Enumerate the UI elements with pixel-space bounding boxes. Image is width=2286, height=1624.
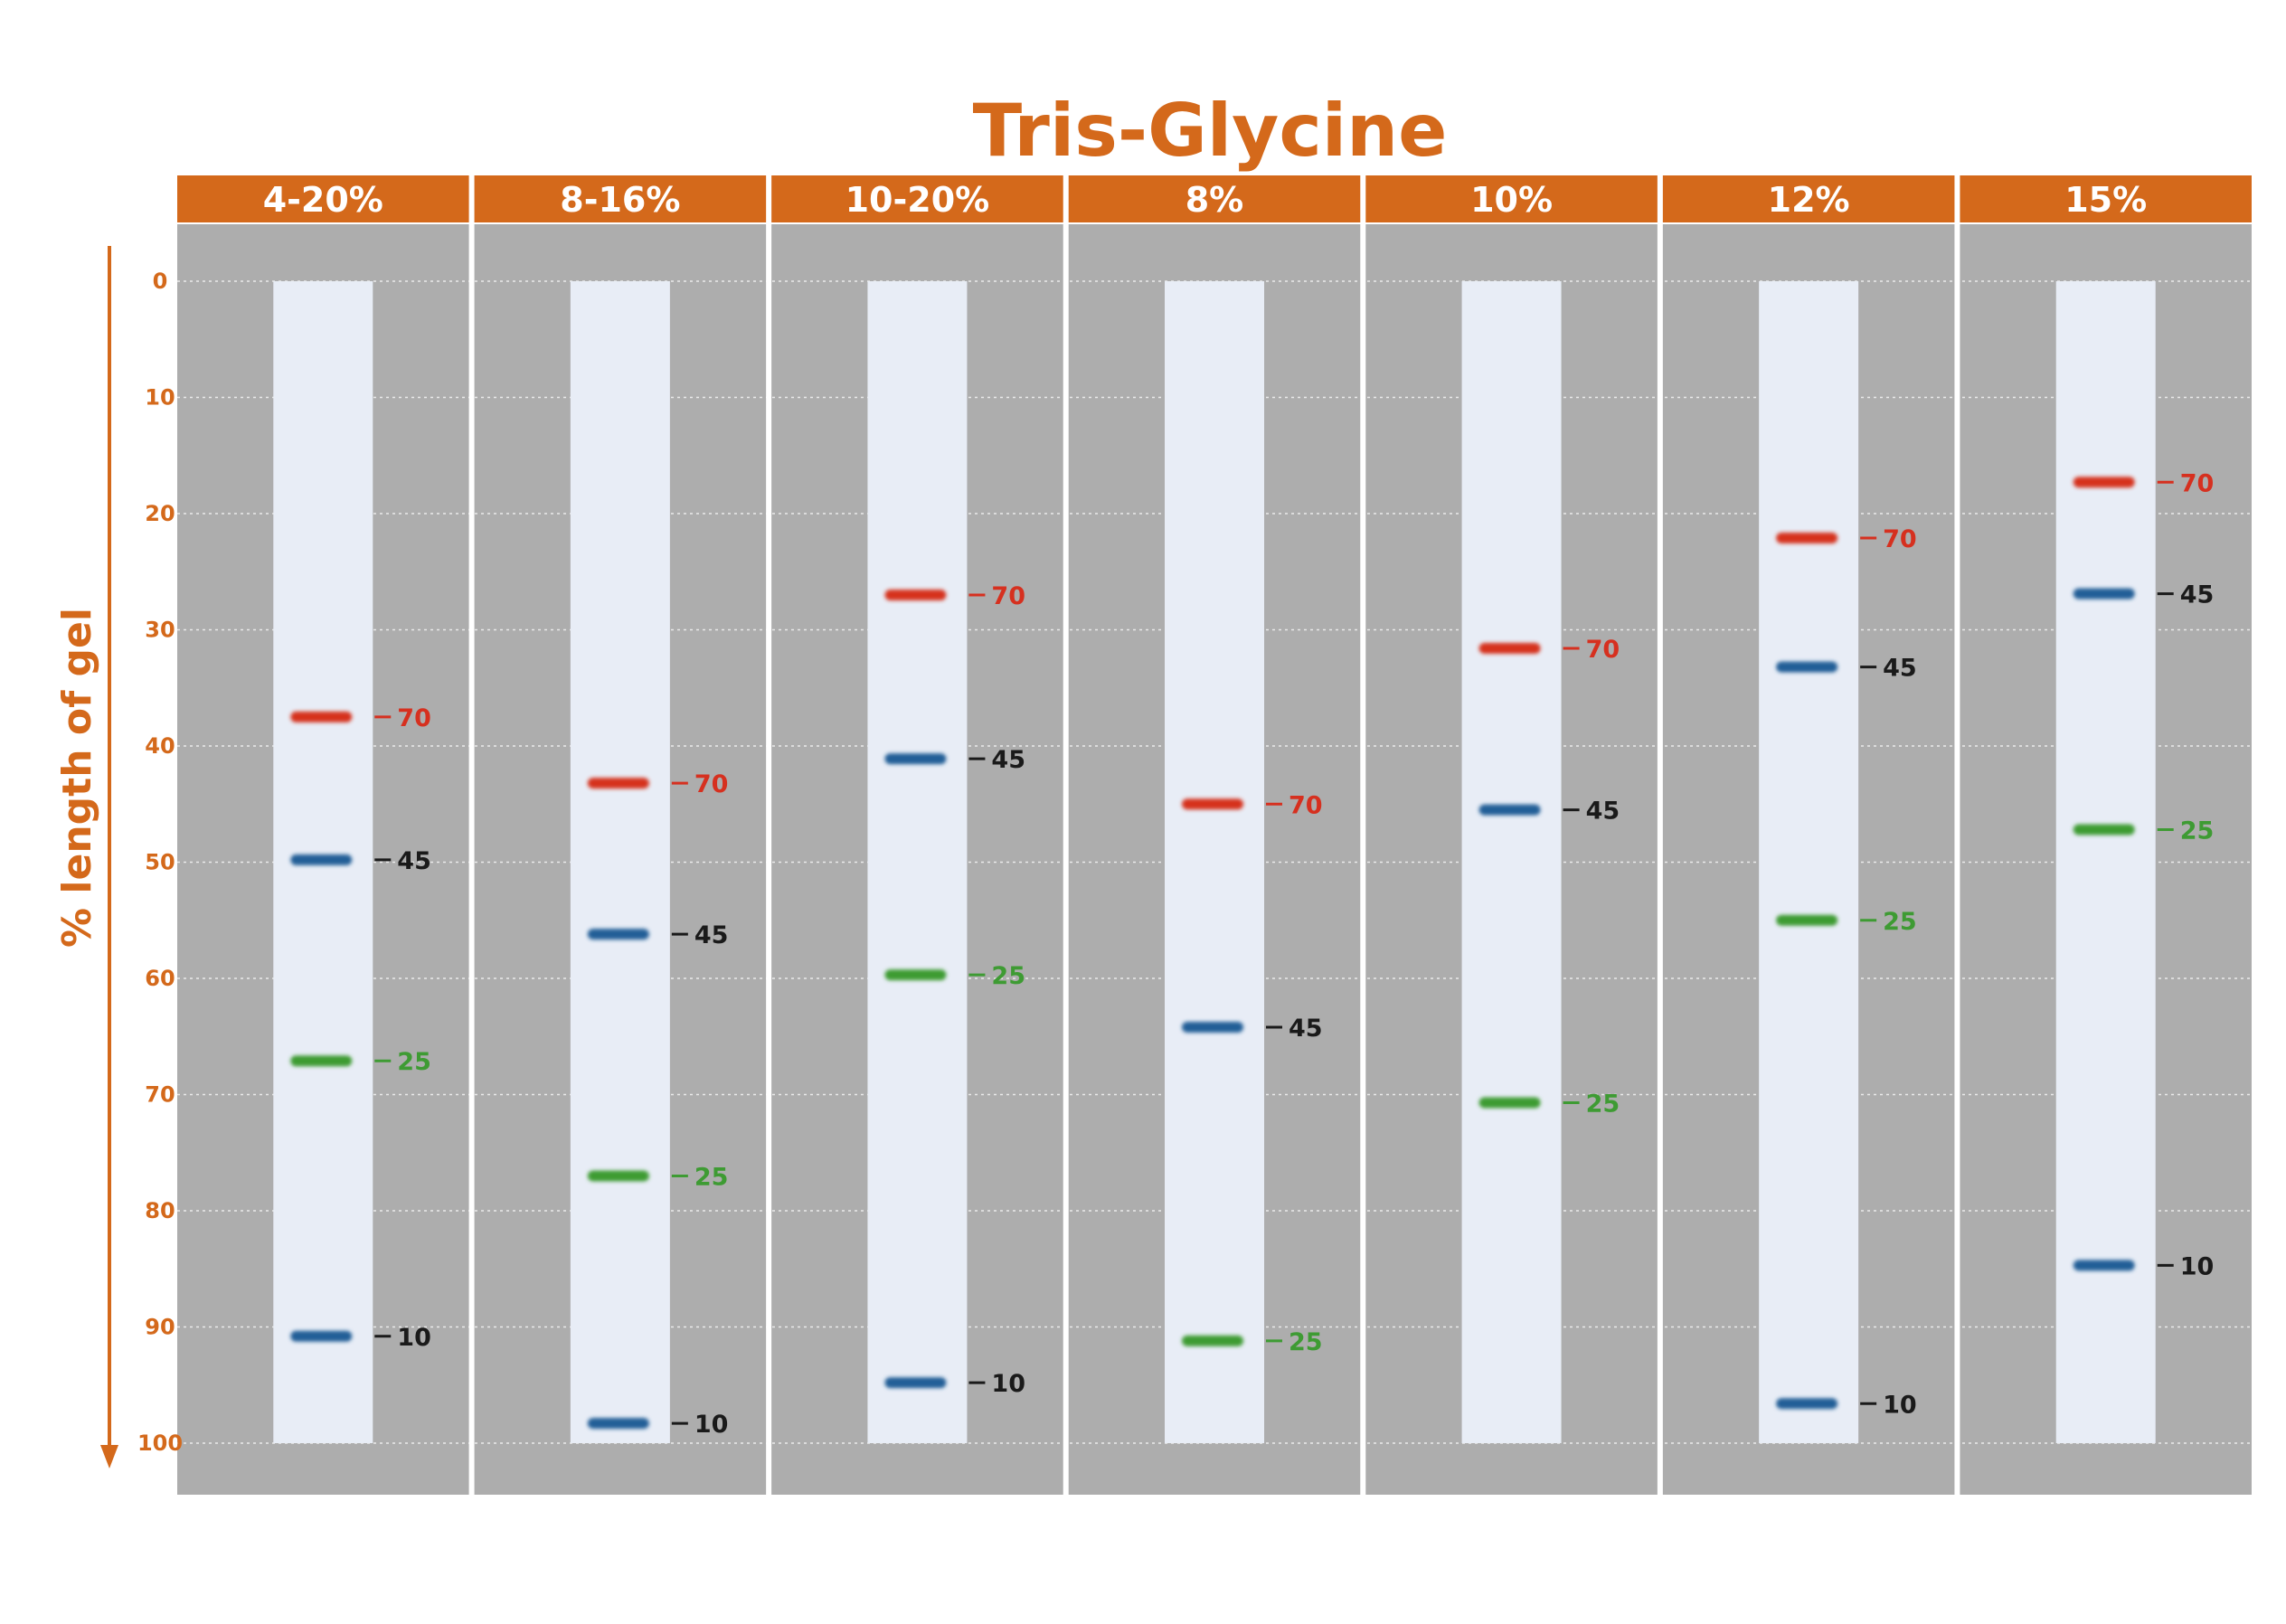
band-label: 45 bbox=[991, 746, 1025, 774]
band bbox=[587, 1418, 649, 1430]
lane-header bbox=[474, 175, 767, 222]
band bbox=[587, 778, 649, 789]
gel-lane bbox=[1461, 281, 1562, 1443]
lane-header bbox=[1960, 175, 2252, 222]
band bbox=[587, 929, 649, 940]
y-tick-label: 40 bbox=[145, 733, 175, 759]
band bbox=[290, 1055, 353, 1067]
lane-header-label: 10-20% bbox=[845, 180, 990, 220]
band bbox=[2073, 588, 2135, 600]
y-axis-arrow-head bbox=[100, 1445, 118, 1468]
lane-header-label: 12% bbox=[1768, 180, 1850, 220]
band-label: 10 bbox=[694, 1411, 729, 1439]
band-label: 25 bbox=[1586, 1090, 1620, 1118]
band bbox=[1478, 804, 1541, 816]
y-tick-label: 60 bbox=[145, 966, 175, 991]
y-tick-label: 100 bbox=[137, 1430, 183, 1456]
band-label: 45 bbox=[1289, 1015, 1323, 1043]
band bbox=[1776, 532, 1838, 543]
y-tick-label: 20 bbox=[145, 501, 175, 526]
band bbox=[1182, 1021, 1243, 1033]
band bbox=[290, 854, 353, 865]
y-tick-label: 70 bbox=[145, 1082, 175, 1108]
lane-header-label: 8-16% bbox=[560, 180, 680, 220]
band-label: 45 bbox=[694, 921, 729, 949]
band-label: 25 bbox=[694, 1163, 729, 1191]
band-label: 10 bbox=[991, 1370, 1025, 1398]
y-tick-label: 0 bbox=[153, 269, 168, 294]
band bbox=[2073, 477, 2135, 488]
gel-lane bbox=[867, 281, 968, 1443]
band-label: 70 bbox=[397, 704, 431, 732]
band-label: 25 bbox=[397, 1048, 431, 1076]
band-label: 10 bbox=[397, 1324, 431, 1352]
band bbox=[884, 589, 947, 600]
band-label: 70 bbox=[991, 582, 1025, 610]
band bbox=[2073, 1260, 2135, 1271]
y-tick-label: 90 bbox=[145, 1315, 175, 1340]
gel-lane bbox=[570, 281, 670, 1443]
lane-header-label: 10% bbox=[1470, 180, 1553, 220]
band-label: 25 bbox=[991, 962, 1025, 990]
bands: 70 45 25 10 70 45 25 10 70 45 25 10 70 45 25 70 45 25 70 45… bbox=[290, 469, 2214, 1439]
band bbox=[884, 969, 947, 981]
band bbox=[290, 1330, 353, 1342]
band bbox=[884, 753, 947, 765]
lane-header bbox=[1365, 175, 1658, 222]
band bbox=[1478, 1097, 1541, 1109]
band bbox=[1776, 1398, 1838, 1410]
gel-lane bbox=[2055, 281, 2156, 1443]
band bbox=[2073, 824, 2135, 836]
lane-headers: 4-20% 8-16% 10-20% 8% 10% 12% 15% bbox=[177, 175, 2252, 222]
lane-header bbox=[771, 175, 1063, 222]
band-label: 45 bbox=[1883, 655, 1917, 683]
band bbox=[1182, 1335, 1243, 1346]
gel-lane bbox=[1165, 281, 1264, 1443]
lane-header-label: 4-20% bbox=[263, 180, 383, 220]
band-label: 70 bbox=[694, 770, 729, 798]
lane-header-label: 15% bbox=[2064, 180, 2147, 220]
band-label: 45 bbox=[2180, 581, 2215, 609]
band bbox=[1776, 914, 1838, 926]
band-label: 25 bbox=[1883, 908, 1917, 936]
y-axis: % length of gel 0 10 20 30 40 50 60 70 80 90 100 bbox=[54, 246, 183, 1468]
band bbox=[1478, 643, 1541, 655]
lane-header bbox=[177, 175, 469, 222]
y-tick-label: 50 bbox=[145, 850, 175, 875]
lanes bbox=[273, 281, 2156, 1443]
band bbox=[290, 711, 353, 722]
chart-title: Tris-Glycine bbox=[973, 89, 1448, 173]
band bbox=[884, 1377, 947, 1389]
band-label: 10 bbox=[1883, 1391, 1917, 1419]
band-label: 45 bbox=[1586, 798, 1620, 826]
band bbox=[587, 1170, 649, 1182]
lane-header bbox=[1068, 175, 1361, 222]
y-tick-label: 80 bbox=[145, 1198, 175, 1223]
band-label: 25 bbox=[1289, 1328, 1323, 1356]
band-label: 70 bbox=[1586, 636, 1620, 664]
y-tick-label: 10 bbox=[145, 385, 175, 411]
band-label: 10 bbox=[2180, 1252, 2215, 1280]
gridlines bbox=[177, 280, 2252, 1444]
band bbox=[1776, 661, 1838, 673]
band bbox=[1182, 798, 1243, 810]
y-tick-label: 30 bbox=[145, 618, 175, 643]
y-axis-label: % length of gel bbox=[54, 608, 100, 948]
band-label: 45 bbox=[397, 847, 431, 875]
band-label: 25 bbox=[2180, 817, 2215, 845]
band-label: 70 bbox=[1289, 791, 1323, 819]
band-label: 70 bbox=[1883, 525, 1917, 553]
band-label: 70 bbox=[2180, 469, 2215, 497]
lane-header bbox=[1662, 175, 1955, 222]
gel-lane bbox=[1759, 281, 1859, 1443]
lane-header-label: 8% bbox=[1186, 180, 1244, 220]
